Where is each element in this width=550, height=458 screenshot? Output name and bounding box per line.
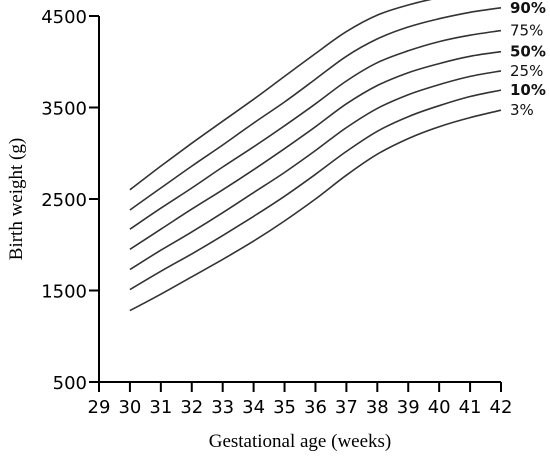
x-tick-label: 35: [273, 397, 296, 418]
y-tick-label: 2500: [41, 190, 87, 211]
series-group: [129, 0, 502, 312]
percentile-line: [129, 29, 502, 230]
series-label: 10%: [510, 81, 546, 99]
x-tick-label: 32: [180, 397, 203, 418]
percentile-line: [129, 0, 432, 191]
x-tick-label: 34: [242, 397, 265, 418]
series-label: 25%: [510, 62, 543, 80]
series-labels: 97%90%75%50%25%10%3%: [510, 0, 546, 119]
percentile-line: [129, 109, 502, 312]
x-tick-label: 41: [459, 397, 482, 418]
y-tick-label: 4500: [41, 7, 87, 28]
series-label: 3%: [510, 101, 534, 119]
x-tick-label: 38: [366, 397, 389, 418]
axes: 500 1500 2500 3500 4500 29 30 31 32 33 34 35 36 37 38 3…: [41, 7, 512, 418]
percentile-line: [129, 50, 502, 250]
percentile-line: [129, 89, 502, 291]
series-label: 50%: [510, 43, 546, 61]
y-tick-label: 1500: [41, 282, 87, 303]
x-tick-label: 36: [304, 397, 327, 418]
x-tick-label: 33: [211, 397, 234, 418]
x-tick-label: 29: [88, 397, 111, 418]
x-axis-title: Gestational age (weeks): [209, 431, 392, 452]
y-axis-title: Birth weight (g): [6, 138, 27, 260]
y-tick-label: 3500: [41, 99, 87, 120]
y-tick-label: 500: [53, 373, 87, 394]
percentile-line: [129, 7, 502, 211]
x-tick-label: 30: [118, 397, 141, 418]
x-tick-label: 42: [490, 397, 513, 418]
x-tick-label: 31: [149, 397, 172, 418]
x-tick-label: 37: [335, 397, 358, 418]
series-label: 90%: [510, 0, 546, 17]
x-tick-label: 40: [428, 397, 451, 418]
x-tick-label: 39: [397, 397, 420, 418]
percentile-line: [129, 70, 502, 271]
series-label: 75%: [510, 22, 543, 40]
